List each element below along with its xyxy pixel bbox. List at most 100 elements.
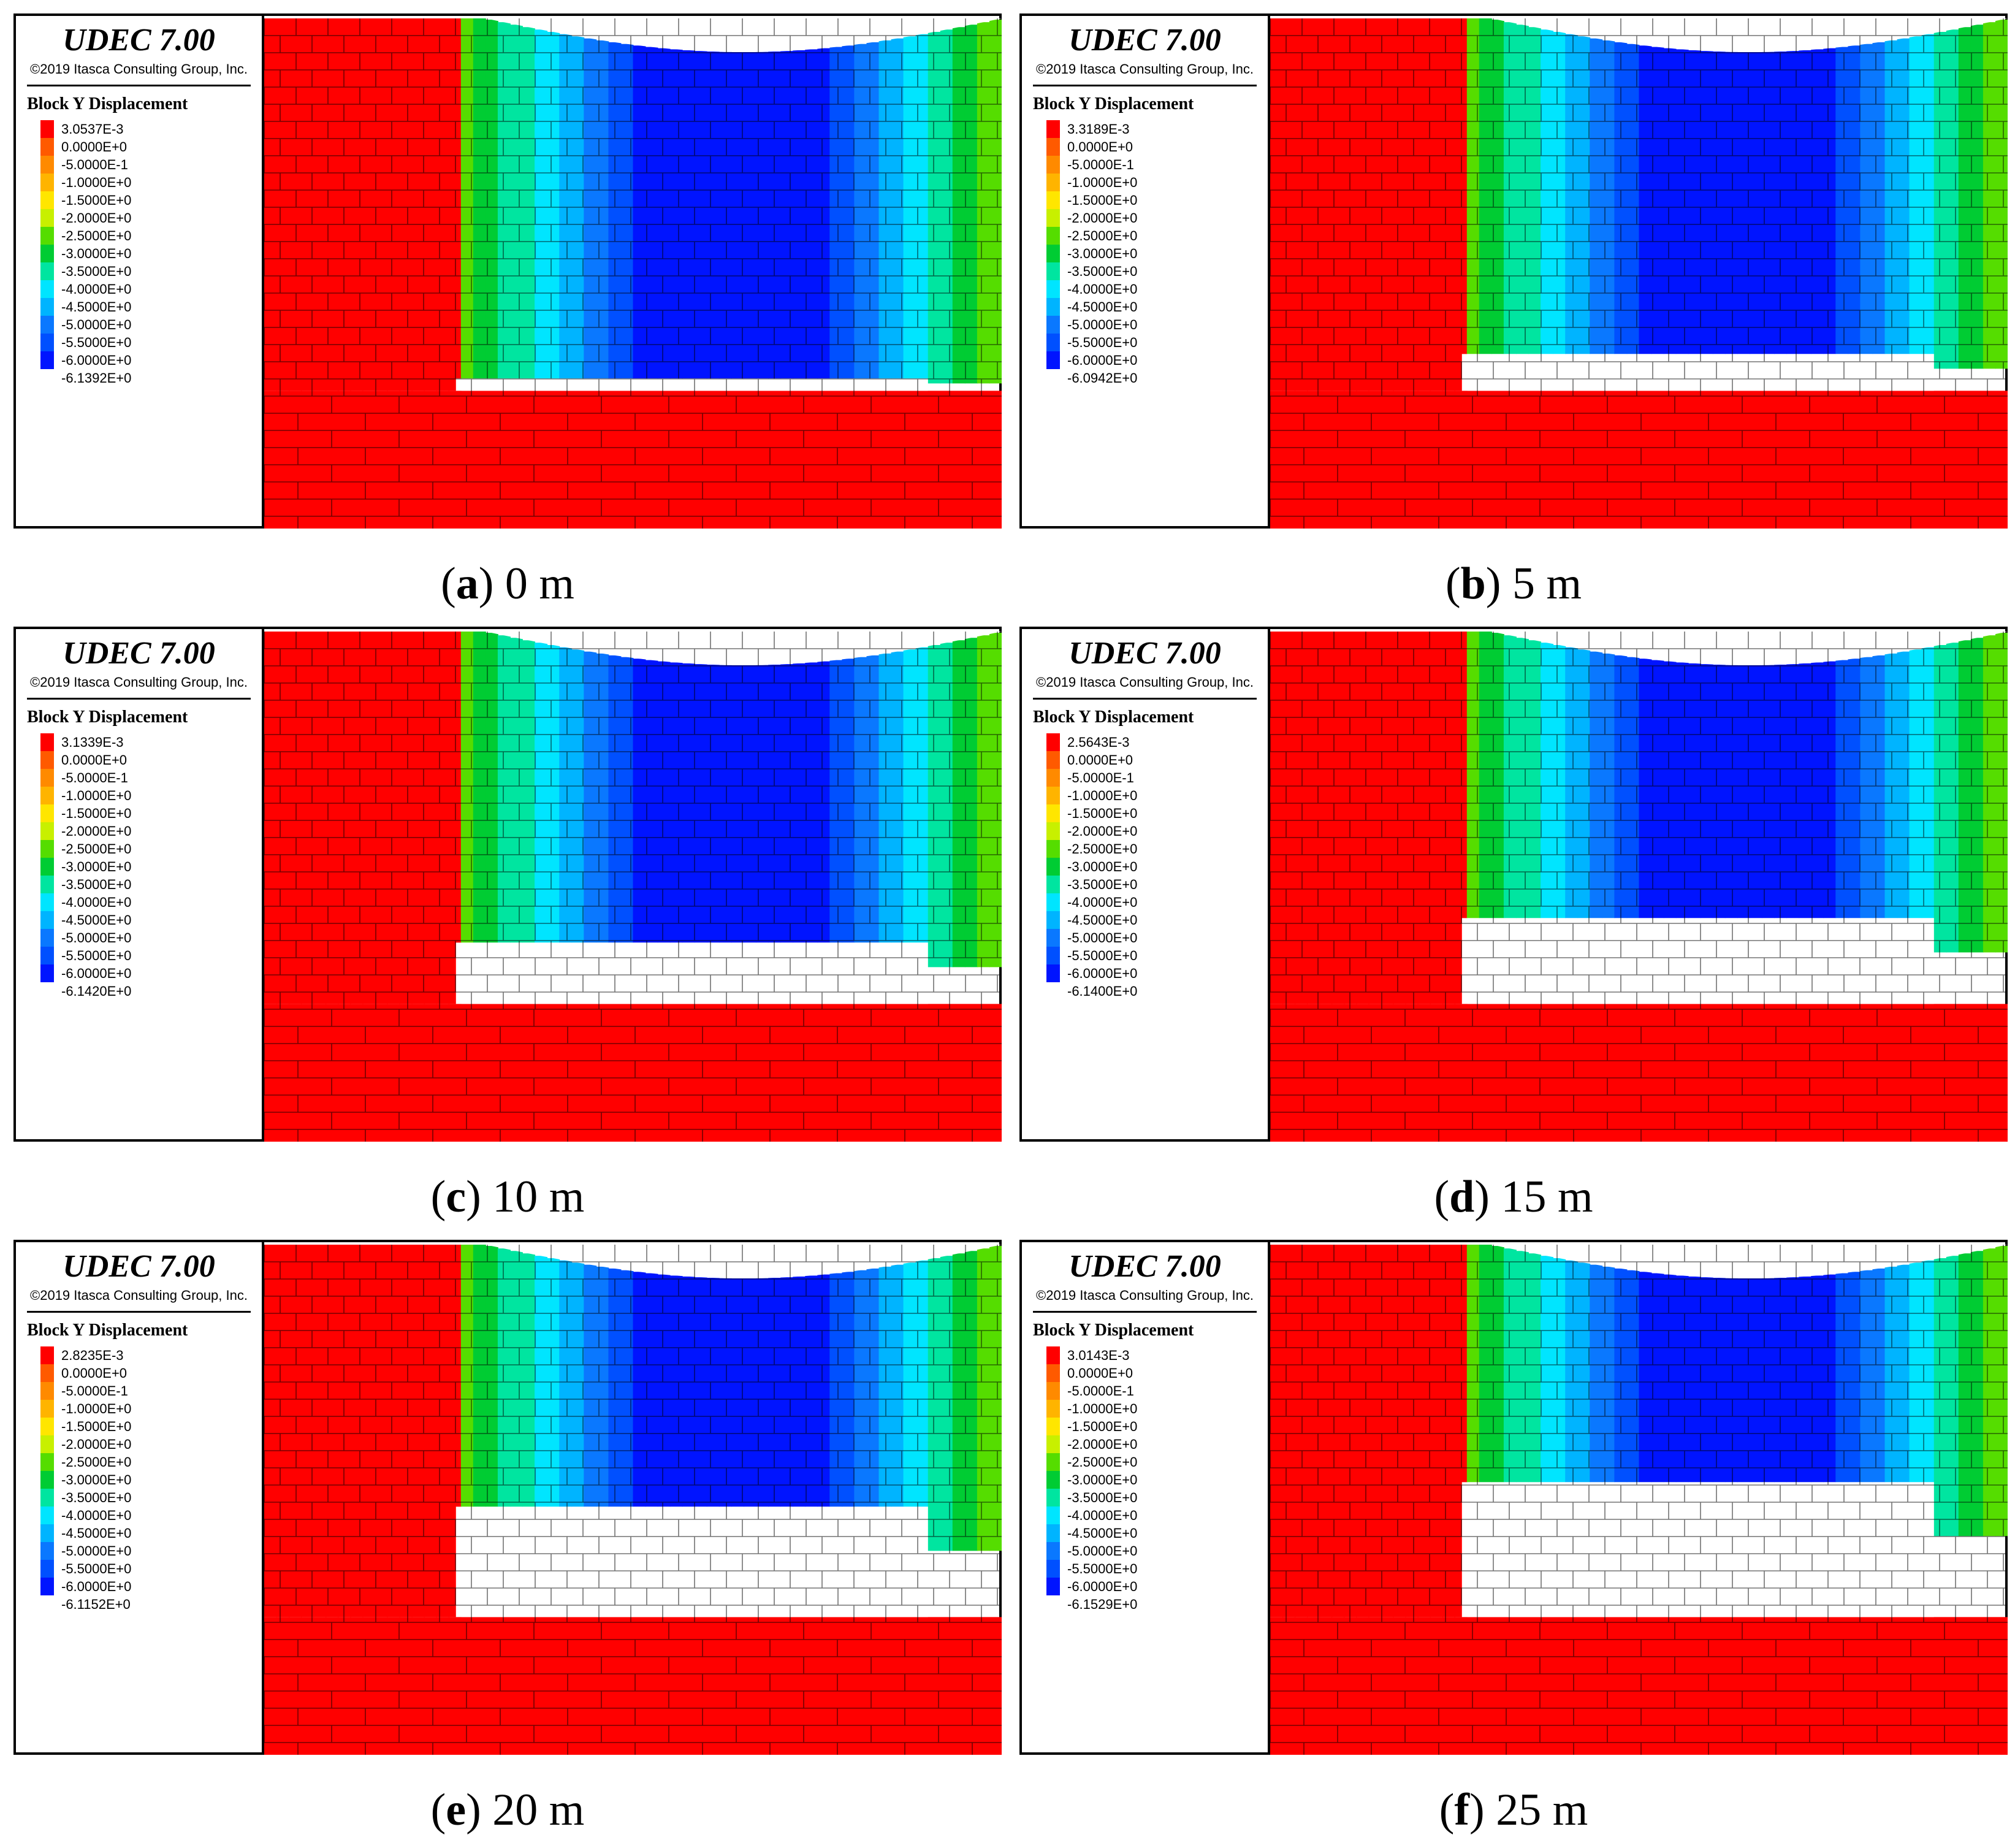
plot-frame: UDEC 7.00 ©2019 Itasca Consulting Group, …: [13, 627, 1002, 1142]
scale-swatch: [40, 1346, 54, 1364]
strata-band: [1270, 632, 1284, 1004]
block-joints: [264, 632, 1002, 1142]
strata-band: [559, 647, 573, 943]
strata-band: [866, 42, 880, 379]
strata-band: [350, 1245, 364, 1617]
scale-label: -3.0000E+0: [1067, 246, 1138, 261]
strata-band: [866, 655, 880, 943]
strata-band: [669, 1275, 683, 1507]
strata-band: [1811, 49, 1824, 354]
strata-band: [977, 635, 990, 968]
strata-band: [424, 632, 437, 1004]
scale-swatch: [40, 316, 54, 334]
strata-band: [522, 27, 536, 379]
scale-label: 0.0000E+0: [61, 1365, 128, 1381]
strata-band: [1651, 660, 1664, 918]
scale-label: -6.0000E+0: [1067, 353, 1138, 368]
strata-band: [731, 52, 744, 379]
strata-band: [559, 34, 573, 379]
legend-box: UDEC 7.00 ©2019 Itasca Consulting Group, …: [16, 1242, 264, 1752]
strata-band: [596, 653, 609, 943]
strata-band: [1393, 1245, 1406, 1617]
block-joints: [1270, 1245, 2008, 1755]
strata-band: [1577, 36, 1591, 354]
plot-frame: UDEC 7.00 ©2019 Itasca Consulting Group, …: [13, 13, 1002, 529]
scale-label: 3.0537E-3: [61, 121, 124, 137]
strata-band: [1921, 34, 1935, 354]
scale-label: -1.5000E+0: [61, 193, 132, 208]
scale-swatch: [1046, 174, 1060, 191]
strata-band: [780, 51, 794, 379]
scale-label: -2.0000E+0: [1067, 823, 1138, 839]
caption-letter: f: [1454, 1785, 1470, 1835]
strata-band: [793, 50, 806, 379]
scale-label: -3.0000E+0: [61, 246, 132, 261]
block-model: [264, 18, 1002, 529]
strata-band: [535, 29, 548, 379]
block-joints: [264, 18, 1002, 529]
strata-band: [1860, 657, 1873, 918]
strata-band: [1639, 45, 1652, 354]
scale-label: -2.5000E+0: [1067, 841, 1138, 857]
strata-band: [682, 50, 695, 379]
strata-band: [891, 1264, 904, 1507]
caption-label: ) 10 m: [466, 1172, 585, 1222]
strata-band: [276, 1245, 290, 1617]
strata-band: [547, 31, 560, 379]
legend-divider: [27, 1311, 251, 1313]
strata-band: [264, 18, 278, 391]
strata-band: [1381, 632, 1394, 1004]
strata-band: [817, 1274, 831, 1507]
scale-label: -2.0000E+0: [1067, 210, 1138, 226]
strata-band: [571, 1262, 585, 1507]
scale-swatch: [1046, 947, 1060, 964]
software-title: UDEC 7.00: [1068, 1249, 1221, 1284]
strata-band: [264, 632, 278, 1004]
scale-label: -5.5000E+0: [1067, 335, 1138, 350]
strata-band: [608, 42, 622, 379]
strata-band: [1983, 22, 1996, 369]
strata-band: [964, 638, 978, 968]
caption-paren: (: [1439, 1785, 1455, 1835]
strata-band: [854, 44, 867, 379]
strata-band: [276, 632, 290, 1004]
scale-swatch: [1046, 138, 1060, 156]
scale-swatch: [40, 1471, 54, 1489]
strata-band: [387, 1245, 400, 1617]
scale-swatch: [40, 1578, 54, 1595]
strata-band: [608, 655, 622, 943]
strata-band: [485, 20, 498, 379]
scale-swatch: [1046, 280, 1060, 298]
strata-band: [1626, 44, 1640, 354]
strata-band: [842, 1272, 855, 1507]
strata-band: [313, 18, 327, 391]
scale-label: -3.5000E+0: [1067, 877, 1138, 892]
scale-label: -4.0000E+0: [1067, 281, 1138, 297]
copyright-text: ©2019 Itasca Consulting Group, Inc.: [30, 674, 248, 690]
strata-band: [1712, 665, 1726, 918]
goaf-void: [1461, 354, 1934, 391]
strata-band: [1553, 31, 1566, 354]
strata-band: [375, 18, 388, 391]
strata-band: [1590, 38, 1603, 354]
strata-band: [485, 1246, 498, 1507]
scale-label: -1.0000E+0: [1067, 1401, 1138, 1416]
caption-letter: a: [455, 559, 479, 609]
strata-band: [1405, 1245, 1419, 1617]
strata-band: [596, 40, 609, 379]
strata-band: [362, 632, 376, 1004]
legend-title: Block Y Displacement: [1033, 1321, 1194, 1340]
strata-band: [1724, 665, 1738, 918]
strata-band: [1897, 651, 1910, 918]
block-joints: [1270, 632, 2008, 1142]
strata-band: [1356, 1245, 1369, 1617]
software-title: UDEC 7.00: [63, 1249, 215, 1284]
scale-swatch: [40, 120, 54, 138]
scale-swatch: [40, 1506, 54, 1524]
scale-label: -3.0000E+0: [61, 859, 132, 874]
panel-a: UDEC 7.00 ©2019 Itasca Consulting Group, …: [13, 13, 1002, 614]
scale-label: -3.0000E+0: [1067, 1472, 1138, 1487]
strata-band: [928, 1258, 941, 1551]
scale-swatch: [1046, 227, 1060, 245]
strata-band: [915, 1260, 929, 1507]
